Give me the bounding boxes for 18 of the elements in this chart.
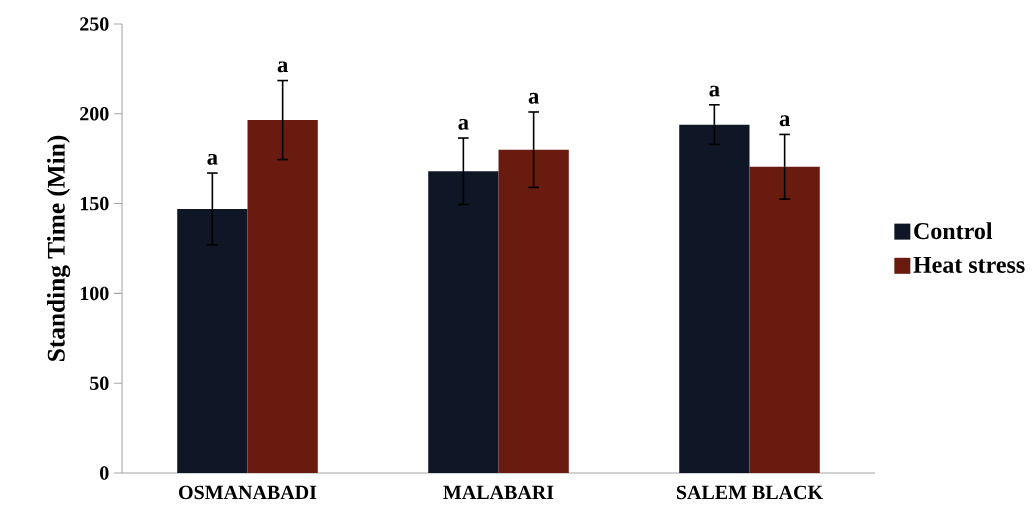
annotation: a [277,61,288,73]
y-tick-label: 200 [80,107,109,121]
annotation: a [779,115,790,127]
y-tick-label: 100 [80,286,109,301]
annotation: a [207,153,218,165]
y-tick-label: 150 [80,196,109,211]
annotation: a [458,118,469,130]
x-tick-label: MALABARI [443,485,554,499]
y-axis-title: Standing Time (Min) [46,135,71,361]
annotation: a [528,92,539,104]
y-tick-label: 0 [100,466,109,480]
y-tick-label: 50 [90,376,109,390]
x-tick-label: OSMANABADI [179,485,317,500]
legend-label: Heat stress [913,256,1025,273]
x-tick-label: SALEM BLACK [676,485,823,500]
legend-label: Control [914,222,993,240]
y-tick-label: 250 [80,17,109,31]
annotation: a [709,85,720,97]
